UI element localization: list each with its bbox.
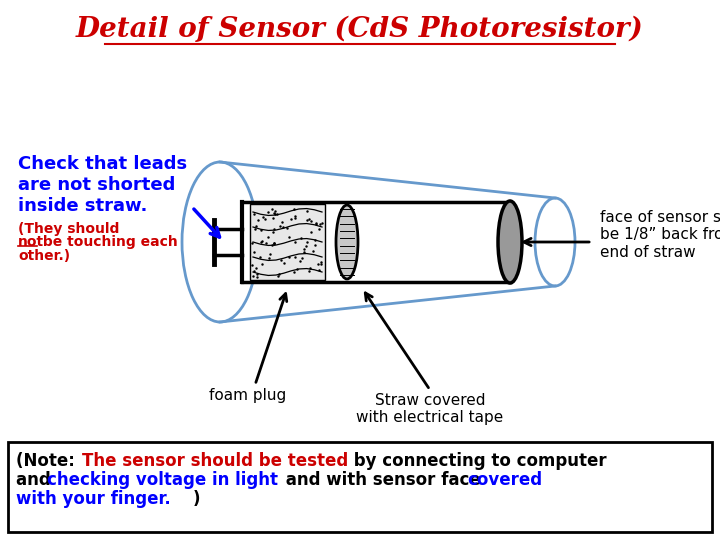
Text: foam plug: foam plug bbox=[210, 388, 287, 403]
Text: face of sensor should
be 1/8” back from
end of straw: face of sensor should be 1/8” back from … bbox=[600, 210, 720, 260]
Text: checking voltage in light: checking voltage in light bbox=[47, 471, 278, 489]
Text: covered: covered bbox=[467, 471, 542, 489]
Text: Detail of Sensor (CdS Photoresistor): Detail of Sensor (CdS Photoresistor) bbox=[76, 17, 644, 44]
Bar bbox=[250, 204, 325, 280]
Ellipse shape bbox=[498, 201, 522, 283]
Bar bbox=[8, 442, 712, 532]
Ellipse shape bbox=[336, 205, 358, 279]
Text: not: not bbox=[18, 235, 44, 249]
Text: Check that leads
are not shorted
inside straw.: Check that leads are not shorted inside … bbox=[18, 155, 187, 214]
Text: and: and bbox=[16, 471, 56, 489]
Text: by connecting to computer: by connecting to computer bbox=[348, 452, 607, 470]
Text: The sensor should be tested: The sensor should be tested bbox=[82, 452, 348, 470]
Text: (Note:: (Note: bbox=[16, 452, 86, 470]
Text: with your finger.: with your finger. bbox=[16, 490, 171, 508]
Text: other.): other.) bbox=[18, 249, 70, 263]
Text: (They should: (They should bbox=[18, 222, 125, 236]
Text: ): ) bbox=[193, 490, 200, 508]
Text: and with sensor face: and with sensor face bbox=[280, 471, 487, 489]
Text: be touching each: be touching each bbox=[38, 235, 178, 249]
Text: Straw covered
with electrical tape: Straw covered with electrical tape bbox=[356, 393, 503, 426]
